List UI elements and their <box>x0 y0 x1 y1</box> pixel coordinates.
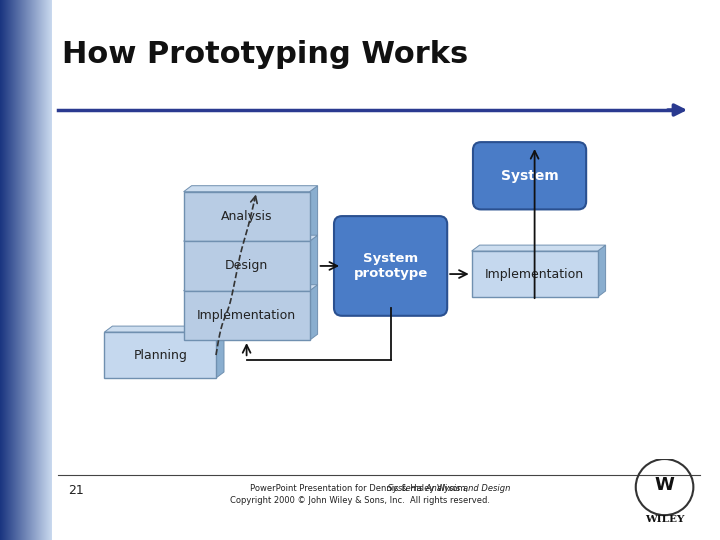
Text: System: System <box>500 169 559 183</box>
Text: Analysis: Analysis <box>221 210 272 223</box>
Text: Systems Analysis and Design: Systems Analysis and Design <box>210 484 510 493</box>
Polygon shape <box>346 219 442 224</box>
Text: System
prototype: System prototype <box>354 252 428 280</box>
Polygon shape <box>310 186 318 241</box>
FancyBboxPatch shape <box>184 192 310 241</box>
FancyBboxPatch shape <box>472 251 598 297</box>
Polygon shape <box>598 245 606 297</box>
Text: Design: Design <box>225 259 269 273</box>
Polygon shape <box>184 186 318 192</box>
Polygon shape <box>439 223 446 304</box>
FancyBboxPatch shape <box>184 241 310 291</box>
Polygon shape <box>578 149 585 198</box>
Polygon shape <box>310 285 318 340</box>
Text: W: W <box>654 476 675 494</box>
FancyBboxPatch shape <box>334 216 447 316</box>
Polygon shape <box>104 326 224 332</box>
Text: Planning: Planning <box>133 348 187 362</box>
FancyBboxPatch shape <box>184 291 310 340</box>
FancyBboxPatch shape <box>473 142 586 210</box>
Text: Copyright 2000 © John Wiley & Sons, Inc.  All rights reserved.: Copyright 2000 © John Wiley & Sons, Inc.… <box>230 496 490 505</box>
FancyBboxPatch shape <box>104 332 216 378</box>
Text: Implementation: Implementation <box>197 309 296 322</box>
Text: PowerPoint Presentation for Dennis & Haley Wixom,: PowerPoint Presentation for Dennis & Hal… <box>250 484 470 493</box>
Polygon shape <box>472 245 606 251</box>
Text: Implementation: Implementation <box>485 267 584 281</box>
Polygon shape <box>184 285 318 291</box>
Text: How Prototyping Works: How Prototyping Works <box>62 40 468 69</box>
Polygon shape <box>485 145 581 150</box>
Polygon shape <box>184 235 318 241</box>
Polygon shape <box>216 326 224 378</box>
Polygon shape <box>310 235 318 291</box>
Text: WILEY: WILEY <box>645 515 684 524</box>
Text: 21: 21 <box>68 484 84 497</box>
